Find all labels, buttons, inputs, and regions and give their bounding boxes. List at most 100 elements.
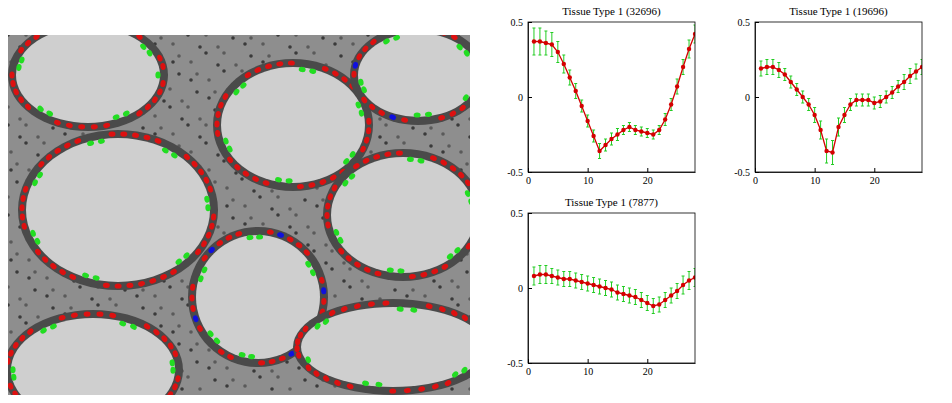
cell-label: [10, 366, 15, 373]
data-point: [657, 302, 661, 306]
nucleus: [204, 35, 208, 37]
micrograph: [8, 35, 470, 395]
error-bar-cap: [903, 74, 906, 75]
nucleus: [468, 387, 470, 391]
cell-label: [246, 234, 254, 240]
data-point: [681, 283, 685, 287]
y-axis: -0.500.5: [507, 208, 532, 369]
cell-label: [172, 350, 179, 358]
tick: 0.5: [511, 17, 533, 28]
error-bar-cap: [915, 79, 918, 80]
error-bar-cap: [610, 133, 613, 134]
gland-lumen: [16, 35, 160, 123]
data-point: [591, 283, 595, 287]
nucleus: [207, 168, 211, 172]
cell-label: [464, 189, 470, 197]
cell-label: [286, 235, 295, 243]
cell-label: [190, 305, 196, 313]
cell-label: [331, 184, 339, 193]
error-bar: [682, 276, 685, 294]
error-bar-cap: [831, 140, 834, 141]
nucleus: [168, 105, 172, 109]
nucleus: [9, 168, 13, 172]
tick-mark: [528, 363, 532, 364]
error-bar-cap: [640, 136, 643, 137]
error-bar-cap: [682, 74, 685, 75]
data-point: [591, 134, 595, 138]
data-point: [669, 102, 673, 106]
error-bar: [586, 276, 589, 291]
nucleus: [231, 216, 235, 220]
tick: 0.5: [738, 17, 760, 28]
nucleus: [45, 276, 49, 280]
error-bar: [873, 97, 876, 109]
cell-label: [63, 141, 72, 149]
cell-label: [238, 351, 246, 358]
cell-label: [206, 329, 214, 338]
nucleus: [189, 348, 193, 352]
cell-label: [360, 86, 367, 94]
data-point: [568, 277, 572, 281]
nucleus: [393, 288, 397, 292]
cell-label: [203, 176, 211, 184]
nucleus: [306, 45, 310, 49]
nucleus: [267, 54, 271, 58]
cell-label: [83, 311, 90, 317]
cell-label: [410, 307, 418, 314]
error-bar: [897, 81, 900, 93]
cell-label: [268, 358, 276, 365]
nucleus: [294, 51, 298, 55]
error-bar-cap: [903, 89, 906, 90]
cell-label: [321, 287, 327, 294]
error-bar-cap: [640, 292, 643, 293]
error-bar: [879, 96, 882, 108]
cell-label: [256, 234, 263, 239]
cell-label: [382, 300, 389, 306]
data-point: [836, 125, 840, 129]
cell-label: [196, 324, 204, 333]
nucleus: [159, 126, 163, 130]
error-bar-cap: [550, 32, 553, 33]
nucleus: [315, 384, 319, 388]
error-bar: [765, 60, 768, 75]
cell-label: [201, 266, 209, 275]
nucleus: [18, 117, 22, 121]
cell-label: [139, 42, 147, 51]
data-point: [914, 69, 918, 73]
error-bar-cap: [556, 41, 559, 42]
error-bar-cap: [688, 289, 691, 290]
error-bar-cap: [550, 56, 553, 57]
data-point: [675, 84, 679, 88]
cell-label: [34, 237, 42, 246]
cell-label: [333, 228, 340, 236]
cell-label: [36, 171, 44, 180]
error-bar: [801, 91, 804, 103]
error-bar: [604, 139, 607, 151]
nucleus: [378, 117, 382, 121]
cell-label: [207, 246, 216, 255]
error-bar: [688, 40, 691, 58]
error-bar-cap: [562, 286, 565, 287]
cell-label: [49, 323, 58, 331]
error-bar-cap: [813, 122, 816, 123]
error-bar: [658, 297, 661, 312]
cell-label: [348, 172, 357, 181]
nucleus: [240, 177, 244, 181]
data-point: [585, 119, 589, 123]
cell-label: [197, 168, 205, 177]
nucleus: [366, 35, 370, 37]
cell-label: [417, 157, 425, 164]
cell-label: [49, 262, 58, 271]
nucleus: [249, 54, 253, 58]
nucleus: [231, 198, 235, 202]
error-bar: [891, 87, 894, 99]
error-bar-cap: [622, 301, 625, 302]
error-bar: [640, 293, 643, 308]
nucleus: [303, 198, 307, 202]
plot-background: [528, 22, 695, 172]
cell-label: [174, 257, 183, 266]
error-bar-cap: [616, 300, 619, 301]
cell-label: [36, 105, 45, 114]
cell-label: [156, 88, 163, 96]
cell-label: [355, 53, 363, 61]
